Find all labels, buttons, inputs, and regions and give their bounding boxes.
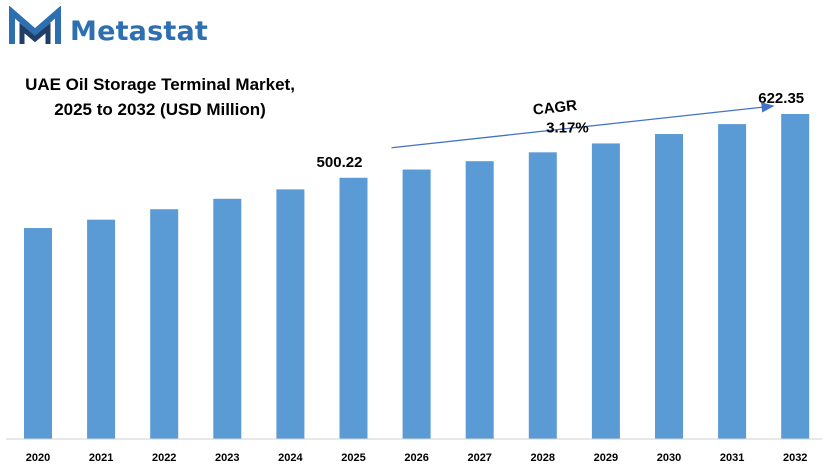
bar-2022 — [150, 209, 179, 439]
x-tick-label-2030: 2030 — [657, 452, 681, 464]
cagr-arrow — [391, 102, 775, 149]
brand-name: Metastat — [70, 16, 209, 47]
x-tick-label-2023: 2023 — [215, 452, 239, 464]
cagr-label: CAGR — [532, 97, 578, 119]
bar-2020 — [24, 228, 52, 439]
x-tick-label-2031: 2031 — [720, 452, 744, 464]
metastat-m-logo-icon — [9, 5, 61, 44]
x-tick-label-2025: 2025 — [341, 452, 365, 464]
data-label-2032: 622.35 — [758, 90, 804, 107]
x-tick-label-2029: 2029 — [594, 452, 618, 464]
bar-2028 — [528, 152, 557, 439]
bar-2025 — [339, 177, 368, 439]
bar-2021 — [87, 219, 116, 439]
chart-title-line-2: 2025 to 2032 (USD Million) — [54, 100, 266, 119]
bar-2032 — [781, 114, 810, 439]
x-tick-label-2021: 2021 — [89, 452, 113, 464]
x-tick-label-2027: 2027 — [467, 452, 491, 464]
x-tick-label-2028: 2028 — [531, 452, 555, 464]
bar-2031 — [718, 124, 747, 439]
x-tick-label-2026: 2026 — [404, 452, 428, 464]
data-label-2025: 500.22 — [317, 154, 363, 171]
bar-2023 — [213, 198, 242, 439]
x-tick-label-2022: 2022 — [152, 452, 176, 464]
bar-2026 — [402, 169, 431, 439]
bar-2027 — [465, 161, 494, 439]
bar-2024 — [276, 189, 305, 439]
x-tick-label-2024: 2024 — [278, 452, 303, 464]
x-tick-label-2032: 2032 — [783, 452, 807, 464]
chart-title-line-1: UAE Oil Storage Terminal Market, — [25, 75, 295, 94]
cagr-value: 3.17% — [546, 119, 589, 136]
bar-2030 — [655, 134, 683, 439]
chart-title: UAE Oil Storage Terminal Market, 2025 to… — [10, 72, 310, 122]
bar-2029 — [591, 143, 620, 440]
x-tick-label-2020: 2020 — [26, 452, 50, 464]
metastat-logo: Metastat — [8, 5, 228, 52]
